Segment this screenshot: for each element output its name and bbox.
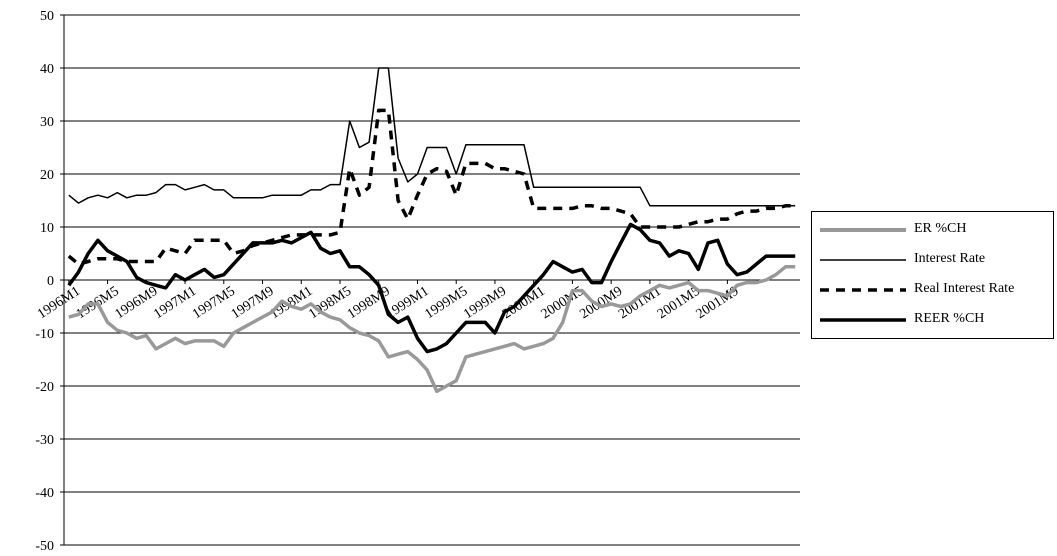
series-line-interest-rate [68, 67, 796, 207]
x-tick-label: 2000M1 [500, 284, 548, 322]
legend-item-er: ER %CH [812, 220, 1053, 240]
y-tick-label: -10 [35, 327, 54, 342]
x-tick-label: 1997M1 [151, 284, 199, 322]
series-line-real-interest-rate [67, 108, 796, 266]
y-tick-label: -20 [35, 380, 54, 395]
x-tick-label: 2000M9 [577, 284, 625, 322]
legend-item-interest-rate: Interest Rate [812, 250, 1053, 270]
legend-label-er: ER %CH [914, 221, 967, 236]
y-tick-label: 10 [40, 221, 54, 236]
series-line-reer-ch [67, 222, 796, 354]
x-tick-label: 1998M1 [267, 284, 315, 322]
grid-lines [64, 14, 800, 546]
x-tick-label: 2001M1 [616, 284, 664, 322]
y-tick-label: -40 [35, 486, 54, 501]
legend-item-reer: REER %CH [812, 310, 1053, 330]
y-axis-ticks: 50 40 30 20 10 0 -10 -20 -30 -40 -50 [35, 9, 64, 554]
x-tick-label: 1997M9 [229, 284, 277, 322]
series-line-er-ch [68, 265, 796, 394]
x-tick-label: 1996M9 [113, 284, 161, 322]
y-tick-label: 20 [40, 168, 54, 183]
y-tick-label: 50 [40, 9, 54, 24]
legend-label-interest-rate: Interest Rate [914, 251, 986, 266]
y-tick-label: -30 [35, 433, 54, 448]
y-tick-label: 40 [40, 62, 54, 77]
x-tick-label: 1997M5 [190, 284, 238, 322]
y-tick-label: 30 [40, 115, 54, 130]
legend-item-real-interest-rate: Real Interest Rate [812, 280, 1053, 300]
legend: ER %CH Interest Rate Real Interest Rate … [811, 211, 1054, 339]
series-lines [67, 67, 796, 394]
legend-label-real-interest-rate: Real Interest Rate [914, 281, 1015, 296]
y-tick-label: -50 [35, 539, 54, 554]
legend-label-reer: REER %CH [914, 311, 985, 326]
x-tick-label: 1999M5 [422, 284, 470, 322]
y-tick-label: 0 [47, 274, 54, 289]
